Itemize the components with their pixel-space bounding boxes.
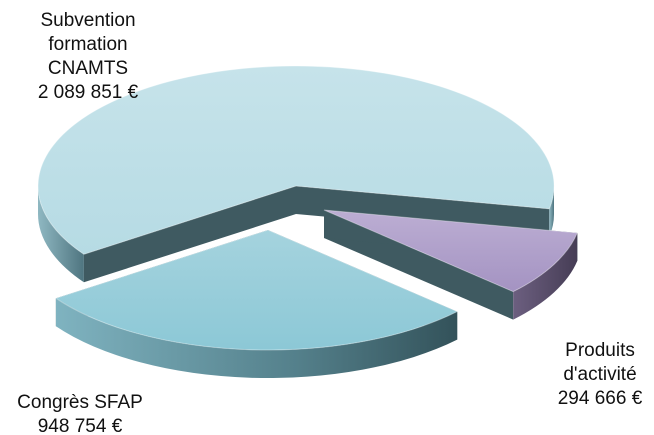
slice-label-line: formation — [48, 34, 128, 55]
slice-rim — [549, 186, 555, 237]
slice-value-label: 948 754 € — [37, 416, 123, 435]
slice-value-label: 294 666 € — [557, 388, 643, 409]
slice-top — [323, 209, 579, 293]
slice-value-label: 2 089 851 € — [37, 82, 139, 103]
slice-label-line: Congrès SFAP — [17, 392, 143, 413]
slice-label-produits: Produits d'activité 294 666 € — [546, 339, 654, 411]
slice-label-line: CNAMTS — [47, 58, 129, 79]
slice-label-subvention: Subvention formation CNAMTS 2 089 851 € — [0, 9, 176, 105]
slice-rim — [38, 186, 84, 283]
slice-top — [37, 65, 555, 255]
slice-label-line: Subvention — [40, 10, 136, 31]
slice-label-line: Produits — [565, 340, 635, 361]
slice-rim — [513, 232, 578, 320]
slice-top — [54, 229, 459, 351]
slice-rim — [55, 298, 458, 378]
slice-inner-wall — [296, 186, 550, 237]
slice-label-congres: Congrès SFAP 948 754 € — [0, 391, 160, 435]
slice-label-line: d'activité — [563, 364, 637, 385]
slice-produits — [323, 209, 579, 320]
slice-inner-wall — [83, 186, 297, 283]
slice-subvention — [37, 65, 555, 283]
slice-congres — [54, 229, 459, 378]
